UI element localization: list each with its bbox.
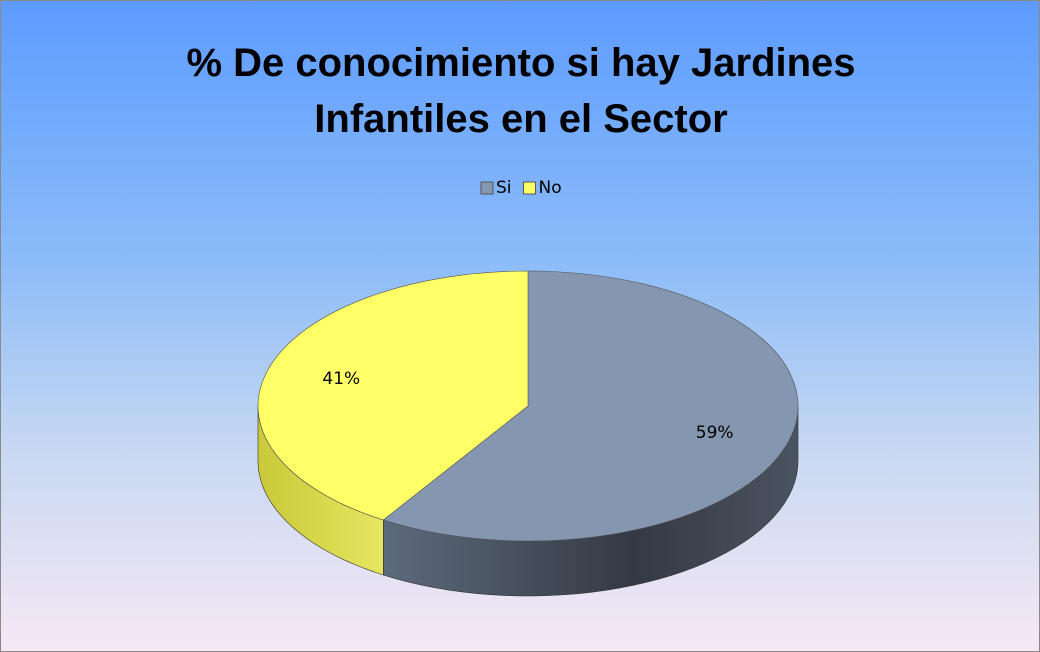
slice <box>257 270 529 521</box>
legend-swatch <box>523 181 537 195</box>
data-label: 41% <box>322 369 360 389</box>
data-label: 59% <box>696 423 734 443</box>
legend-label: Si <box>496 178 512 198</box>
legend-swatch <box>480 181 494 195</box>
slice <box>382 270 799 542</box>
legend-label: No <box>539 178 562 198</box>
chart-title: % De conocimiento si hay Jardines Infant… <box>186 41 856 141</box>
